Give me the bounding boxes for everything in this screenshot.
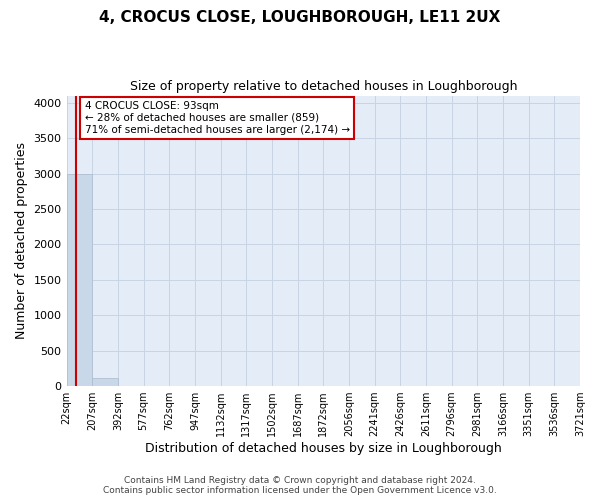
X-axis label: Distribution of detached houses by size in Loughborough: Distribution of detached houses by size … bbox=[145, 442, 502, 455]
Text: 4, CROCUS CLOSE, LOUGHBOROUGH, LE11 2UX: 4, CROCUS CLOSE, LOUGHBOROUGH, LE11 2UX bbox=[100, 10, 500, 25]
Text: Contains HM Land Registry data © Crown copyright and database right 2024.
Contai: Contains HM Land Registry data © Crown c… bbox=[103, 476, 497, 495]
Text: 4 CROCUS CLOSE: 93sqm
← 28% of detached houses are smaller (859)
71% of semi-det: 4 CROCUS CLOSE: 93sqm ← 28% of detached … bbox=[85, 102, 350, 134]
Bar bbox=[67, 174, 92, 386]
Bar bbox=[92, 378, 118, 386]
Y-axis label: Number of detached properties: Number of detached properties bbox=[15, 142, 28, 340]
Title: Size of property relative to detached houses in Loughborough: Size of property relative to detached ho… bbox=[130, 80, 517, 93]
